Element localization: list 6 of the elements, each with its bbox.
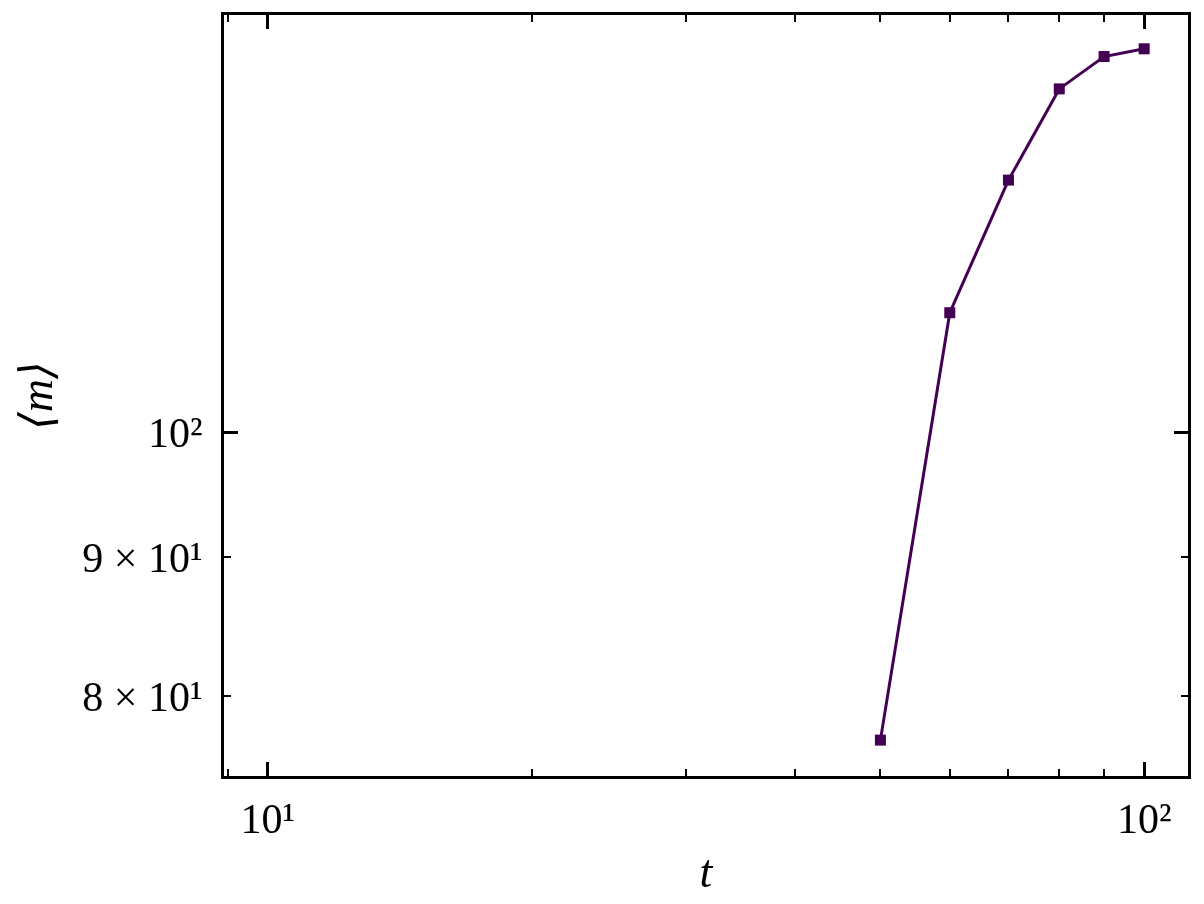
y-axis-title: ⟨m⟩ — [10, 360, 62, 431]
x-axis-title: t — [699, 846, 714, 898]
x-tick-label: 10¹ — [240, 796, 296, 843]
y-tick-label: 9 × 10¹ — [82, 534, 203, 581]
y-tick-label: 8 × 10¹ — [82, 674, 203, 721]
y-tick-label: 10² — [148, 409, 203, 456]
